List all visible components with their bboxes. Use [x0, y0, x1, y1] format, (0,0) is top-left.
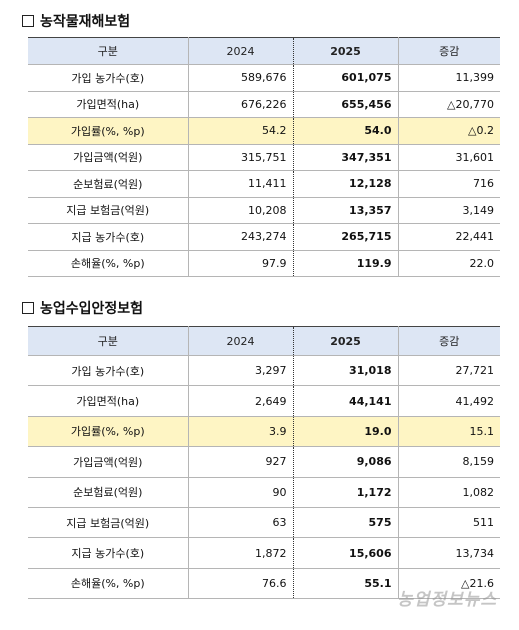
value-change: 716: [398, 170, 500, 198]
table-row: 가입률(%, %p) 3.9 19.0 15.1: [28, 416, 500, 448]
value-2024: 3.9: [188, 416, 294, 448]
value-change: △21.6: [398, 568, 500, 600]
row-label: 가입 농가수(호): [28, 64, 189, 92]
row-label: 지급 농가수(호): [28, 223, 189, 251]
value-2024: 1,872: [188, 537, 294, 569]
value-2025: 265,715: [293, 223, 399, 251]
value-2025: 655,456: [293, 91, 399, 118]
value-change: 22,441: [398, 223, 500, 251]
table-row: 가입 농가수(호) 589,676 601,075 11,399: [28, 64, 500, 92]
table-row: 가입금액(억원) 315,751 347,351 31,601: [28, 144, 500, 171]
value-change: 8,159: [398, 446, 500, 478]
header-category: 구분: [28, 37, 189, 65]
header-category: 구분: [28, 326, 189, 356]
row-label: 순보험료(억원): [28, 170, 189, 198]
value-2025: 1,172: [293, 477, 399, 508]
table-row: 가입면적(ha) 676,226 655,456 △20,770: [28, 91, 500, 118]
value-2025: 119.9: [293, 250, 399, 277]
value-2024: 927: [188, 446, 294, 478]
value-2024: 2,649: [188, 385, 294, 417]
table-row: 순보험료(억원) 11,411 12,128 716: [28, 170, 500, 198]
row-label: 지급 보험금(억원): [28, 197, 189, 224]
table-row: 순보험료(억원) 90 1,172 1,082: [28, 477, 500, 508]
value-2025: 575: [293, 507, 399, 539]
value-2025: 15,606: [293, 537, 399, 569]
value-2025: 31,018: [293, 355, 399, 387]
income-insurance-table: 구분 2024 2025 증감 가입 농가수(호) 3,297 31,018 27,7…: [28, 326, 500, 600]
value-2024: 11,411: [188, 170, 294, 198]
value-2025: 12,128: [293, 170, 399, 198]
table-row: 지급 보험금(억원) 63 575 511: [28, 507, 500, 539]
value-change: △0.2: [398, 117, 500, 145]
section-title-text: 농업수입안정보험: [40, 301, 144, 317]
row-label: 가입 농가수(호): [28, 355, 189, 387]
value-change: 41,492: [398, 385, 500, 417]
value-change: 31,601: [398, 144, 500, 171]
crop-insurance-table: 구분 2024 2025 증감 가입 농가수(호) 589,676 601,075 1…: [28, 37, 500, 277]
value-2024: 10,208: [188, 197, 294, 224]
header-2024: 2024: [188, 37, 294, 65]
row-label: 손해율(%, %p): [28, 250, 189, 277]
row-label: 가입면적(ha): [28, 91, 189, 118]
table-row: 지급 농가수(호) 243,274 265,715 22,441: [28, 223, 500, 251]
value-2025: 601,075: [293, 64, 399, 92]
value-change: 13,734: [398, 537, 500, 569]
value-2025: 54.0: [293, 117, 399, 145]
section-title-text: 농작물재해보험: [40, 14, 131, 30]
table-row: 가입률(%, %p) 54.2 54.0 △0.2: [28, 117, 500, 145]
table-row: 손해율(%, %p) 97.9 119.9 22.0: [28, 250, 500, 277]
value-change: 27,721: [398, 355, 500, 387]
row-label: 가입금액(억원): [28, 144, 189, 171]
value-2024: 97.9: [188, 250, 294, 277]
table-row: 가입금액(억원) 927 9,086 8,159: [28, 446, 500, 478]
section-title-income-insurance: 농업수입안정보험: [22, 298, 143, 318]
value-change: 1,082: [398, 477, 500, 508]
table-row: 지급 보험금(억원) 10,208 13,357 3,149: [28, 197, 500, 224]
header-change: 증감: [398, 326, 500, 356]
row-label: 지급 농가수(호): [28, 537, 189, 569]
value-2024: 676,226: [188, 91, 294, 118]
table-row: 가입 농가수(호) 3,297 31,018 27,721: [28, 355, 500, 387]
header-change: 증감: [398, 37, 500, 65]
row-label: 가입금액(억원): [28, 446, 189, 478]
value-2024: 76.6: [188, 568, 294, 600]
value-2025: 13,357: [293, 197, 399, 224]
row-label: 가입률(%, %p): [28, 117, 189, 145]
table-row: 가입면적(ha) 2,649 44,141 41,492: [28, 385, 500, 417]
value-2024: 90: [188, 477, 294, 508]
section-title-crop-insurance: 농작물재해보험: [22, 11, 130, 31]
row-label: 가입률(%, %p): [28, 416, 189, 448]
value-change: 511: [398, 507, 500, 539]
value-2025: 347,351: [293, 144, 399, 171]
checkbox-square-icon: [22, 302, 34, 314]
checkbox-square-icon: [22, 15, 34, 27]
row-label: 가입면적(ha): [28, 385, 189, 417]
value-change: △20,770: [398, 91, 500, 118]
header-2025: 2025: [293, 37, 399, 65]
table-row: 지급 농가수(호) 1,872 15,606 13,734: [28, 537, 500, 569]
value-2025: 55.1: [293, 568, 399, 600]
header-2024: 2024: [188, 326, 294, 356]
value-2024: 589,676: [188, 64, 294, 92]
value-2025: 9,086: [293, 446, 399, 478]
table-row: 손해율(%, %p) 76.6 55.1 △21.6: [28, 568, 500, 600]
value-change: 11,399: [398, 64, 500, 92]
value-2024: 63: [188, 507, 294, 539]
table-header-row: 구분 2024 2025 증감: [28, 37, 500, 65]
value-2025: 19.0: [293, 416, 399, 448]
value-2024: 3,297: [188, 355, 294, 387]
row-label: 손해율(%, %p): [28, 568, 189, 600]
value-2024: 315,751: [188, 144, 294, 171]
value-2024: 54.2: [188, 117, 294, 145]
header-2025: 2025: [293, 326, 399, 356]
value-2025: 44,141: [293, 385, 399, 417]
watermark-logo: 농업정보뉴스: [397, 590, 497, 610]
value-2024: 243,274: [188, 223, 294, 251]
row-label: 지급 보험금(억원): [28, 507, 189, 539]
table-header-row: 구분 2024 2025 증감: [28, 326, 500, 356]
value-change: 3,149: [398, 197, 500, 224]
value-change: 22.0: [398, 250, 500, 277]
row-label: 순보험료(억원): [28, 477, 189, 508]
value-change: 15.1: [398, 416, 500, 448]
